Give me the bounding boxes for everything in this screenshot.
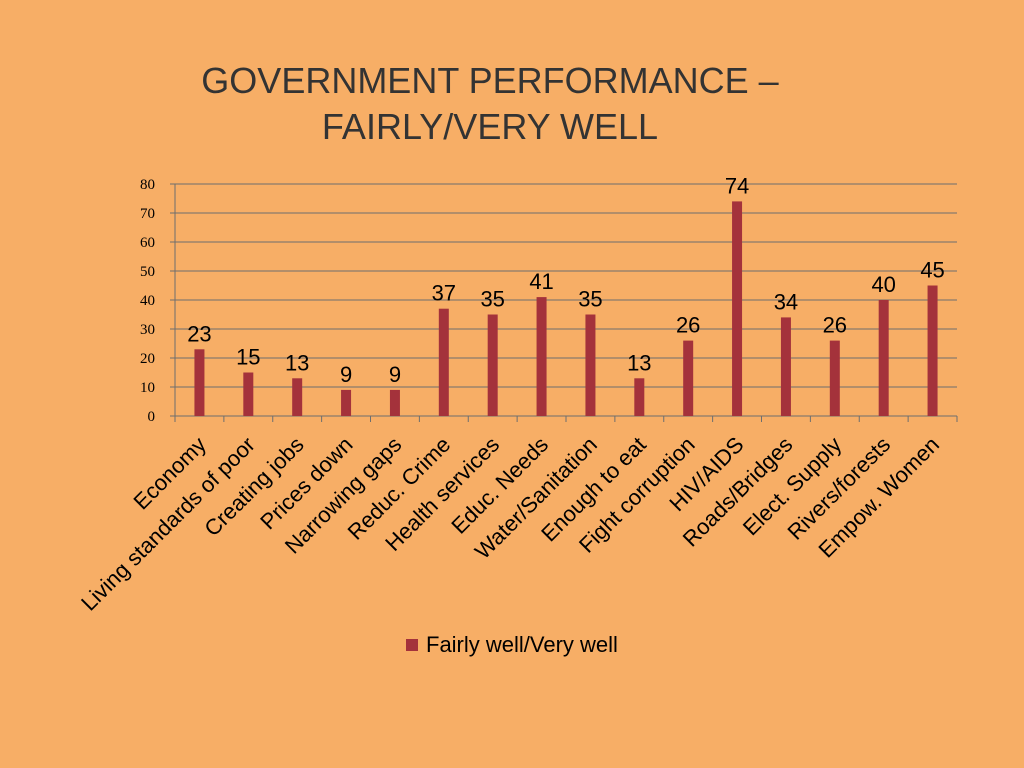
bar bbox=[585, 314, 596, 416]
legend: Fairly well/Very well bbox=[406, 632, 618, 658]
data-label: 15 bbox=[236, 345, 260, 370]
y-tick-label: 10 bbox=[140, 380, 155, 396]
chart-title: GOVERNMENT PERFORMANCE – FAIRLY/VERY WEL… bbox=[160, 58, 820, 150]
bar bbox=[389, 389, 400, 416]
bar bbox=[732, 201, 743, 416]
data-label: 34 bbox=[774, 289, 798, 314]
bar bbox=[243, 372, 254, 416]
data-label: 26 bbox=[823, 313, 847, 338]
y-tick-label: 20 bbox=[140, 351, 155, 367]
data-label: 9 bbox=[389, 362, 401, 387]
bar bbox=[194, 349, 205, 416]
bar bbox=[438, 308, 449, 416]
data-label: 13 bbox=[285, 350, 309, 375]
data-label: 35 bbox=[480, 287, 504, 312]
bar bbox=[292, 378, 303, 416]
data-label: 37 bbox=[432, 281, 456, 306]
y-tick-label: 0 bbox=[148, 409, 156, 425]
data-label: 40 bbox=[871, 272, 895, 297]
bar bbox=[683, 340, 694, 416]
bar bbox=[878, 300, 889, 416]
y-tick-label: 80 bbox=[140, 177, 155, 193]
y-tick-label: 70 bbox=[140, 206, 155, 222]
y-tick-label: 30 bbox=[140, 322, 155, 338]
y-tick-label: 40 bbox=[140, 293, 155, 309]
bar bbox=[487, 314, 498, 416]
data-label: 9 bbox=[340, 362, 352, 387]
data-label: 35 bbox=[578, 287, 602, 312]
data-label: 13 bbox=[627, 350, 651, 375]
data-label: 26 bbox=[676, 313, 700, 338]
y-tick-label: 60 bbox=[140, 235, 155, 251]
bar bbox=[634, 378, 645, 416]
data-label: 41 bbox=[529, 269, 553, 294]
chart-title-line-1: GOVERNMENT PERFORMANCE – bbox=[201, 60, 779, 101]
bar bbox=[780, 317, 791, 416]
y-tick-label: 50 bbox=[140, 264, 155, 280]
bar bbox=[829, 340, 840, 416]
legend-swatch bbox=[406, 639, 418, 651]
bar bbox=[536, 297, 547, 416]
legend-label: Fairly well/Very well bbox=[426, 632, 618, 657]
chart-title-line-2: FAIRLY/VERY WELL bbox=[321, 106, 659, 147]
data-label: 45 bbox=[920, 258, 944, 283]
data-label: 74 bbox=[725, 173, 749, 198]
bar bbox=[927, 285, 938, 416]
data-label: 23 bbox=[187, 321, 211, 346]
bar bbox=[341, 389, 352, 416]
